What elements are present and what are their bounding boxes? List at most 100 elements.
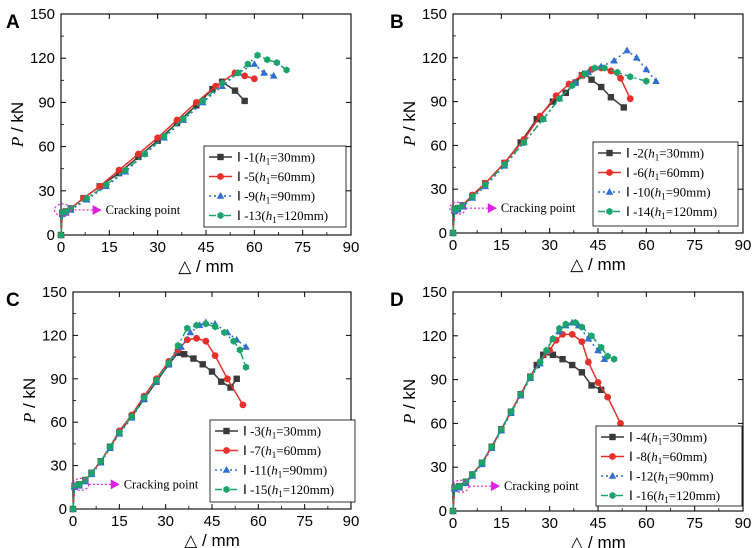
data-point: [578, 369, 586, 376]
x-tick-label: 30: [157, 513, 174, 530]
legend-label-pre: Ⅰ -11(: [243, 463, 271, 478]
legend-label-post: =60mm): [662, 449, 707, 464]
legend-label-subscript: 1: [266, 196, 271, 206]
legend-marker: [223, 485, 230, 494]
legend-label: Ⅰ -7(h1=60mm): [243, 443, 321, 460]
data-point: [581, 70, 589, 78]
x-tick-label: 60: [638, 237, 655, 254]
legend-label-symbol: h: [272, 482, 279, 497]
data-point: [76, 480, 83, 489]
x-tick-label: 45: [590, 237, 607, 254]
x-tick-label: 90: [343, 513, 360, 530]
legend-marker: [223, 447, 230, 454]
legend-label-subscript: 1: [272, 431, 277, 441]
data-point: [598, 83, 605, 91]
y-tick-label: 90: [430, 94, 447, 111]
data-point: [578, 338, 586, 346]
legend-label-pre: Ⅰ -2(: [626, 146, 648, 161]
data-point: [235, 69, 242, 77]
data-point: [578, 323, 586, 331]
data-point: [241, 97, 248, 105]
data-point: [62, 207, 69, 216]
data-point: [221, 328, 228, 337]
data-point: [165, 359, 172, 367]
y-tick-label: 120: [30, 50, 55, 67]
data-point: [591, 64, 598, 72]
legend-label-post: =90mm): [669, 469, 714, 484]
data-point: [184, 324, 191, 332]
legend-label: Ⅰ -2(h1=30mm): [626, 146, 704, 163]
y-tick-label: 120: [422, 328, 447, 345]
legend-label-subscript: 1: [664, 495, 669, 505]
x-tick-label: 60: [246, 239, 263, 256]
data-point: [501, 160, 508, 168]
legend-label-pre: Ⅰ -1(: [237, 150, 259, 165]
y-axis-title: P / kN: [400, 101, 419, 147]
data-point: [610, 56, 618, 64]
legend-label-pre: Ⅰ -16(: [629, 488, 658, 503]
panel-label: D: [390, 290, 404, 311]
legend-label-post: =30mm): [659, 146, 704, 161]
x-tick-label: 15: [101, 239, 118, 256]
data-point: [601, 64, 608, 72]
data-point: [250, 75, 258, 83]
data-point: [273, 59, 281, 67]
data-point: [173, 116, 181, 124]
data-point: [598, 386, 605, 394]
y-axis-title-symbol: P: [400, 136, 419, 147]
data-point: [617, 420, 624, 427]
data-point: [239, 401, 247, 409]
data-point: [153, 376, 160, 384]
x-axis-title: △ / mm: [178, 257, 234, 276]
data-point: [459, 201, 466, 209]
legend-label-symbol: h: [259, 189, 266, 204]
data-point: [227, 384, 234, 391]
data-point: [140, 394, 148, 402]
y-axis-title: P / kN: [8, 102, 27, 148]
data-point: [115, 166, 123, 174]
legend-marker: [605, 188, 614, 195]
data-point: [623, 46, 631, 54]
y-axis-title-symbol: P: [8, 137, 27, 148]
legend-label: Ⅰ -6(h1=60mm): [626, 165, 704, 182]
data-point: [594, 379, 602, 386]
legend-label: Ⅰ -4(h1=30mm): [629, 430, 707, 447]
data-point: [192, 99, 200, 106]
legend-marker: [222, 466, 231, 473]
data-point: [478, 459, 486, 467]
data-point: [540, 115, 547, 123]
x-tick-label: 30: [541, 237, 558, 254]
legend-label: Ⅰ -5(h1=60mm): [237, 169, 315, 186]
data-point: [83, 194, 90, 202]
data-point: [183, 336, 191, 344]
legend-label-subscript: 1: [272, 215, 277, 225]
data-point: [193, 321, 200, 329]
y-tick-label: 0: [439, 225, 447, 242]
y-tick-label: 150: [422, 6, 447, 23]
legend-label-symbol: h: [259, 150, 266, 165]
legend-label-symbol: h: [265, 443, 272, 458]
legend-label-pre: Ⅰ -13(: [237, 208, 266, 223]
legend-label: Ⅰ -10(h1=90mm): [626, 185, 711, 202]
data-point: [607, 94, 615, 101]
legend-label-post: =120mm): [283, 482, 334, 497]
data-point: [451, 484, 458, 492]
data-point: [562, 320, 569, 328]
data-point: [614, 68, 621, 76]
legend: Ⅰ -2(h1=30mm) Ⅰ -6(h1=60mm) Ⅰ -10(h1=90mm)…: [592, 141, 739, 227]
legend-label-pre: Ⅰ -10(: [626, 185, 655, 200]
x-tick-label: 90: [735, 237, 752, 254]
data-point: [610, 355, 618, 363]
y-axis-title-unit: / kN: [400, 379, 419, 414]
legend-label-post: =60mm): [270, 169, 315, 184]
data-point: [520, 138, 528, 147]
data-point: [588, 76, 595, 83]
series-4: [449, 319, 618, 515]
x-tick-label: 30: [541, 515, 558, 532]
data-point: [269, 71, 278, 79]
data-point: [160, 132, 168, 140]
cracking-arrow-head: [487, 203, 497, 214]
data-point: [180, 115, 187, 123]
legend-label: Ⅰ -8(h1=60mm): [629, 449, 707, 466]
data-point: [199, 97, 206, 105]
